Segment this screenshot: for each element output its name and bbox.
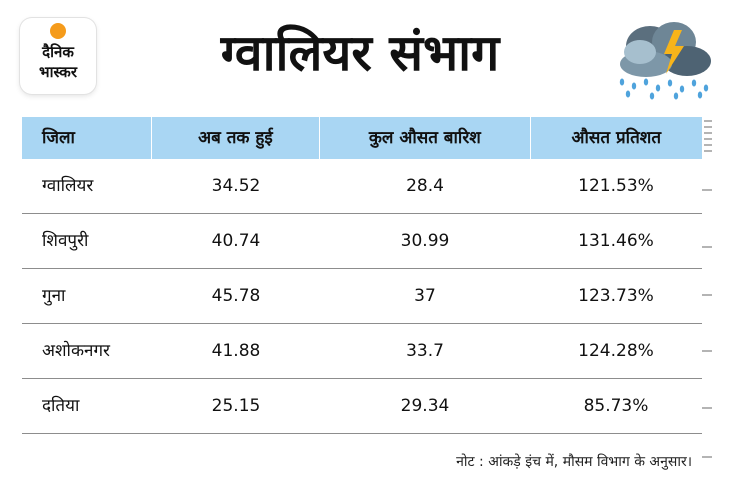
cell-rainfall-so-far: 40.74 bbox=[211, 231, 261, 251]
cell-total-average-rain: 29.34 bbox=[400, 396, 450, 416]
cell-district: दतिया bbox=[42, 396, 80, 416]
column-header-total-average-rain: कुल औसत बारिश bbox=[320, 117, 531, 159]
logo-line-1: दैनिक bbox=[42, 43, 74, 61]
table-header-row: जिला अब तक हुई कुल औसत बारिश औसत प्रतिशत bbox=[22, 117, 702, 159]
column-header-rainfall-so-far: अब तक हुई bbox=[152, 117, 321, 159]
cell-total-average-rain: 37 bbox=[414, 286, 436, 306]
logo-line-2: भास्कर bbox=[39, 63, 77, 81]
cell-rainfall-so-far: 45.78 bbox=[211, 286, 261, 306]
cell-district: शिवपुरी bbox=[42, 231, 89, 251]
sun-dot-icon bbox=[50, 23, 66, 39]
column-header-district: जिला bbox=[22, 117, 152, 159]
cell-average-percentage: 121.53% bbox=[578, 176, 654, 196]
cell-average-percentage: 131.46% bbox=[578, 231, 654, 251]
page-title: ग्वालियर संभाग bbox=[220, 24, 500, 82]
table-row: शिवपुरी 40.74 30.99 131.46% bbox=[22, 214, 702, 269]
column-header-average-percentage: औसत प्रतिशत bbox=[571, 128, 662, 148]
decorative-tick-marks bbox=[702, 120, 712, 458]
table-row: दतिया 25.15 29.34 85.73% bbox=[22, 379, 702, 434]
cell-rainfall-so-far: 25.15 bbox=[211, 396, 261, 416]
cell-average-percentage: 85.73% bbox=[583, 396, 649, 416]
table-row: ग्वालियर 34.52 28.4 121.53% bbox=[22, 159, 702, 214]
table-row: गुना 45.78 37 123.73% bbox=[22, 269, 702, 324]
cell-total-average-rain: 28.4 bbox=[406, 176, 444, 196]
cell-average-percentage: 124.28% bbox=[578, 341, 654, 361]
table-row: अशोकनगर 41.88 33.7 124.28% bbox=[22, 324, 702, 379]
cell-rainfall-so-far: 41.88 bbox=[211, 341, 261, 361]
cell-district: ग्वालियर bbox=[42, 176, 94, 196]
rain-cloud-lightning-icon bbox=[619, 22, 711, 100]
rainfall-table: जिला अब तक हुई कुल औसत बारिश औसत प्रतिशत… bbox=[22, 117, 702, 434]
cell-district: अशोकनगर bbox=[42, 341, 110, 361]
cell-rainfall-so-far: 34.52 bbox=[211, 176, 261, 196]
cell-total-average-rain: 33.7 bbox=[406, 341, 444, 361]
cell-district: गुना bbox=[42, 286, 66, 306]
cell-average-percentage: 123.73% bbox=[578, 286, 654, 306]
cell-total-average-rain: 30.99 bbox=[400, 231, 450, 251]
dainik-bhaskar-logo: दैनिक भास्कर bbox=[20, 18, 96, 94]
footnote: नोट : आंकड़े इंच में, मौसम विभाग के अनुस… bbox=[456, 454, 692, 470]
